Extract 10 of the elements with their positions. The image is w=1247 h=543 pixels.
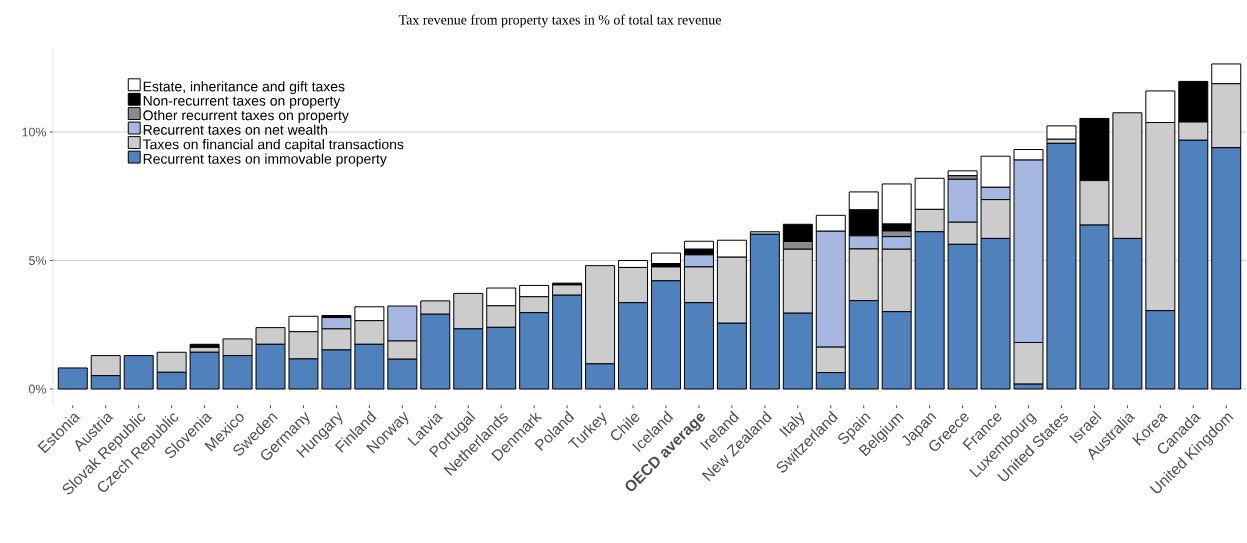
legend-label: Recurrent taxes on immovable property [143, 153, 387, 167]
legend-label: Taxes on financial and capital transactions [142, 139, 404, 153]
y-tick-label: 5% [28, 256, 47, 265]
y-tick-label: 10% [22, 127, 47, 137]
legend-label: Non-recurrent taxes on property [143, 96, 341, 109]
y-tick-label: 0% [28, 384, 47, 394]
legend-label: Estate, inheritance and gift taxes [143, 81, 345, 95]
legend-label: Other recurrent taxes on property [143, 110, 349, 123]
legend-label: Recurrent taxes on net wealth [143, 124, 328, 135]
chart-title: Tax revenue from property taxes in % of total tax revenue [398, 14, 721, 28]
